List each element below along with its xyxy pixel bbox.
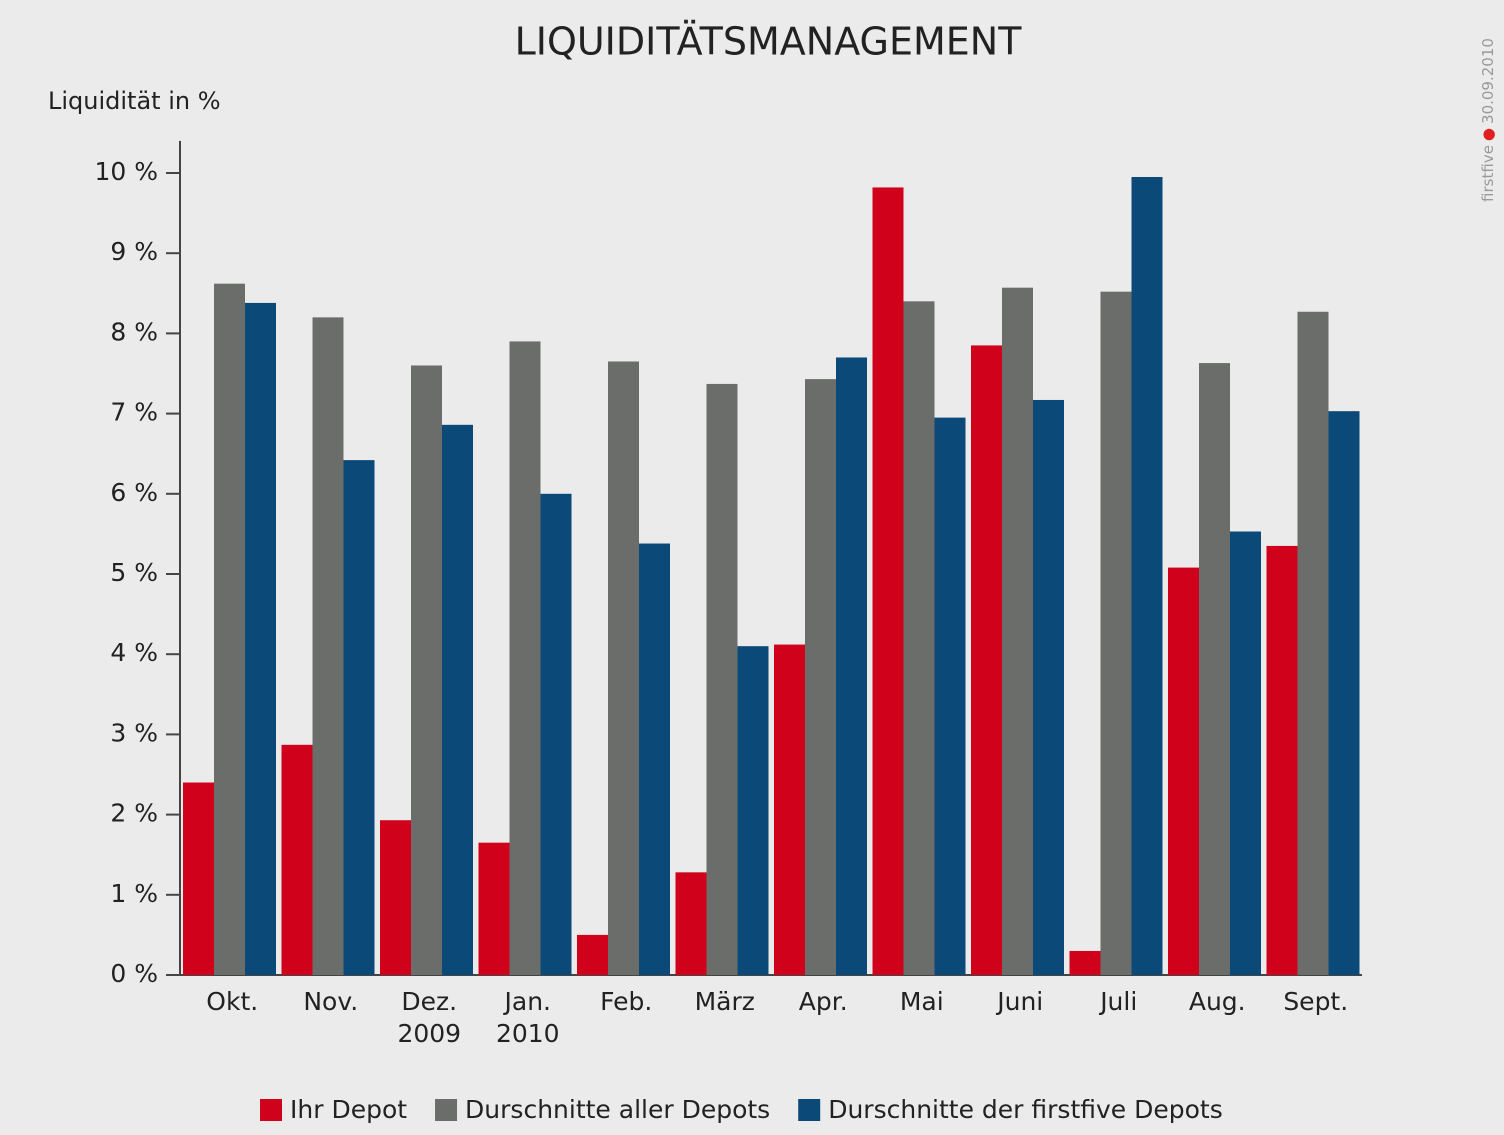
bar xyxy=(805,379,836,975)
watermark-date: 30.09.2010 xyxy=(1479,38,1497,124)
x-tick-label: Feb. xyxy=(600,987,653,1016)
bar xyxy=(411,365,442,976)
x-tick-label: März xyxy=(694,987,755,1016)
legend-swatch xyxy=(260,1099,282,1121)
y-tick-label: 8 % xyxy=(110,317,158,346)
bar xyxy=(675,872,707,975)
bar xyxy=(1328,411,1360,976)
x-tick-label: Juli xyxy=(1100,987,1138,1016)
y-tick-label: 6 % xyxy=(110,478,158,507)
watermark-brand: firstfive xyxy=(1479,145,1497,202)
bar xyxy=(183,782,214,975)
bar xyxy=(540,493,572,975)
bar xyxy=(1199,363,1230,976)
x-tick-label: Mai xyxy=(899,987,944,1016)
bar xyxy=(836,357,867,976)
y-axis-label: Liquidität in % xyxy=(48,87,221,115)
x-tick-label: Okt. xyxy=(206,987,259,1016)
bar xyxy=(934,417,966,975)
y-tick-label: 5 % xyxy=(110,558,158,587)
legend-label: Durschnitte aller Depots xyxy=(465,1095,770,1124)
y-tick-label: 4 % xyxy=(110,638,158,667)
bar xyxy=(343,460,375,976)
bar xyxy=(1297,311,1329,976)
legend-label: Ihr Depot xyxy=(290,1095,407,1124)
bar xyxy=(872,187,904,975)
bar xyxy=(1131,177,1163,975)
bar xyxy=(380,820,411,975)
bar xyxy=(608,361,639,976)
x-tick-label: Juni xyxy=(997,987,1044,1016)
x-tick-label: Nov. xyxy=(303,987,359,1016)
y-tick-label: 9 % xyxy=(110,237,158,266)
x-tick-label: Sept. xyxy=(1283,987,1349,1016)
y-tick-label: 3 % xyxy=(110,718,158,747)
bar xyxy=(971,345,1002,975)
bar xyxy=(214,283,245,975)
bar xyxy=(706,383,738,975)
bar xyxy=(1069,950,1101,975)
legend-swatch xyxy=(798,1099,821,1121)
bar xyxy=(577,934,608,975)
bar xyxy=(774,644,805,975)
bar xyxy=(737,646,769,975)
bar xyxy=(1230,531,1261,975)
x-tick-label: Jan. 2010 xyxy=(495,987,560,1048)
bar xyxy=(442,424,473,975)
bar xyxy=(478,842,510,975)
bar xyxy=(245,302,276,975)
y-tick-label: 0 % xyxy=(110,959,158,988)
bar xyxy=(281,744,313,975)
y-tick-label: 10 % xyxy=(94,157,158,186)
x-tick-label: Dez. 2009 xyxy=(397,987,462,1048)
legend-label: Durschnitte der firstfive Depots xyxy=(828,1095,1223,1124)
bar xyxy=(509,341,541,975)
x-tick-label: Aug. xyxy=(1188,987,1246,1016)
bar xyxy=(1168,567,1199,975)
bar xyxy=(1100,291,1132,975)
y-tick-label: 1 % xyxy=(110,879,158,908)
bar xyxy=(1266,545,1298,975)
y-tick-label: 7 % xyxy=(110,398,158,427)
bar xyxy=(1002,287,1033,975)
legend-swatch xyxy=(435,1099,458,1121)
x-tick-label: Apr. xyxy=(798,987,848,1016)
bar xyxy=(1033,399,1064,975)
y-tick-label: 2 % xyxy=(110,799,158,828)
bar xyxy=(903,301,935,975)
chart-title: LIQUIDITÄTSMANAGEMENT xyxy=(515,20,1023,64)
watermark-dot: ● xyxy=(1479,128,1497,141)
bar xyxy=(312,317,344,975)
watermark: firstfive ● 30.09.2010 xyxy=(1479,38,1497,202)
bar xyxy=(639,543,670,975)
